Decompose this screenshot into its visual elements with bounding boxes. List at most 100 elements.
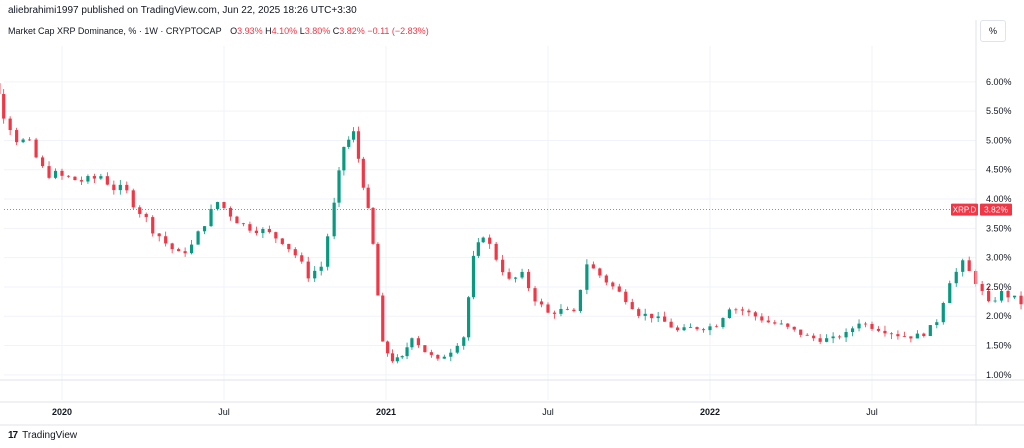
symbol-legend: Market Cap XRP Dominance, % · 1W · CRYPT…: [8, 26, 429, 36]
candle: [572, 307, 576, 313]
candle-body: [779, 323, 783, 325]
price-tag-label: 3.82%: [984, 205, 1009, 215]
candle: [637, 307, 641, 319]
candle: [125, 181, 129, 194]
y-tick-label: 5.50%: [986, 106, 1012, 116]
candle-body: [488, 237, 492, 244]
candle-body: [727, 309, 732, 319]
candle-body: [293, 249, 297, 256]
candle-body: [235, 216, 239, 224]
candle-body: [92, 176, 96, 179]
scale-percent-button[interactable]: %: [980, 20, 1006, 42]
candle-body: [241, 223, 246, 225]
candle-body: [99, 176, 103, 179]
candle-body: [825, 338, 829, 342]
candle-body: [688, 327, 693, 328]
candle: [73, 176, 77, 181]
candle: [287, 243, 291, 253]
candle: [526, 269, 531, 292]
candle-body: [105, 176, 109, 185]
candle-body: [786, 323, 790, 327]
candle: [476, 238, 480, 259]
candle: [701, 327, 706, 333]
candle: [980, 280, 984, 296]
candle: [131, 188, 135, 210]
candle: [792, 326, 796, 332]
candle-body: [196, 231, 200, 245]
candle: [481, 236, 485, 243]
candle-body: [643, 313, 647, 316]
candle: [578, 289, 582, 313]
candle-body: [546, 304, 550, 313]
candle: [60, 168, 64, 180]
symbol-tag-box: [951, 203, 978, 216]
candle: [604, 274, 608, 286]
candle-body: [818, 338, 822, 342]
candle-body: [287, 243, 291, 250]
candle-body: [598, 268, 602, 276]
candle: [889, 332, 894, 340]
candle: [494, 241, 498, 262]
candle-body: [361, 158, 365, 188]
candle: [941, 301, 945, 325]
candle-body: [663, 316, 667, 322]
candle-body: [747, 310, 751, 313]
candle-body: [857, 323, 861, 329]
open-value: 3.93%: [237, 26, 263, 36]
candle: [753, 310, 757, 321]
candle: [319, 261, 323, 276]
candle: [222, 201, 226, 210]
candle-body: [617, 286, 621, 292]
candle: [676, 325, 680, 332]
candle-body: [248, 224, 252, 231]
candle-body: [714, 326, 719, 328]
candle: [2, 89, 6, 124]
candle-body: [792, 326, 796, 330]
candle: [643, 308, 647, 321]
candle: [442, 354, 446, 359]
candle-body: [954, 271, 958, 284]
candle: [831, 332, 835, 344]
candle-body: [47, 166, 51, 178]
candle-body: [1012, 295, 1017, 298]
candle-body: [476, 242, 480, 256]
candle: [961, 258, 965, 277]
candle-body: [565, 308, 570, 310]
candle: [416, 336, 420, 348]
x-tick-label: Jul: [542, 407, 554, 417]
candle-body: [896, 334, 900, 337]
candle: [760, 313, 764, 323]
candle: [462, 336, 466, 350]
candle-body: [79, 180, 84, 182]
candle-body: [559, 308, 563, 314]
candle-body: [656, 316, 660, 319]
candle-body: [695, 327, 699, 330]
candle-body: [501, 259, 505, 273]
candle: [591, 261, 595, 269]
candle-body: [337, 170, 341, 203]
candle-body: [151, 217, 155, 234]
candle-body: [1006, 291, 1010, 298]
candle: [682, 324, 686, 331]
candle: [799, 329, 803, 338]
candle: [395, 354, 399, 364]
candle-body: [682, 327, 686, 331]
publisher-line: aliebrahimi1997 published on TradingView…: [8, 5, 357, 16]
candle: [786, 323, 790, 330]
candle-body: [261, 228, 265, 234]
candle-body: [170, 243, 174, 250]
candle: [650, 313, 654, 323]
candle: [164, 231, 168, 247]
candle-body: [177, 249, 181, 252]
candle: [501, 254, 505, 276]
candle: [585, 259, 589, 295]
candle-body: [591, 264, 595, 269]
high-label: H: [265, 26, 272, 36]
candle: [15, 127, 19, 146]
candle: [151, 215, 155, 237]
candle-body: [766, 320, 770, 323]
price-tag-box: [980, 203, 1012, 216]
candle: [274, 231, 278, 244]
candle-body: [630, 302, 634, 310]
